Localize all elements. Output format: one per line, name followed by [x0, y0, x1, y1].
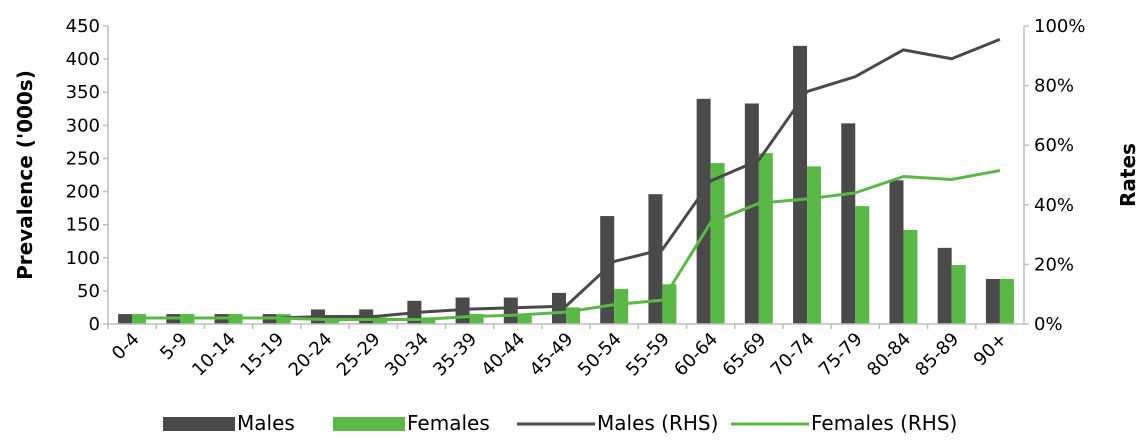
legend-label-females-rhs: Females (RHS)	[811, 411, 957, 435]
bar-males-70-74	[793, 45, 808, 324]
bar-males-55-59	[648, 194, 663, 324]
bar-males-65-69	[744, 103, 759, 324]
legend-label-females: Females	[407, 411, 490, 435]
lines-layer	[132, 38, 1001, 322]
legend-swatch-males	[163, 417, 235, 431]
x-tick-label: 50-54	[574, 329, 626, 381]
bar-males-60-64	[696, 98, 711, 324]
y2-tick-labels: 0% 20% 40% 60% 80% 100%	[1024, 16, 1085, 335]
bar-males-50-54	[600, 216, 615, 324]
x-tick-label: 85-89	[911, 329, 963, 381]
y-tick-label: 200	[66, 182, 100, 203]
legend-label-males: Males	[237, 411, 295, 435]
y-tick-labels: 0 50 100 150 200 250 300 350 400 450	[66, 16, 108, 335]
y2-tick-label: 40%	[1034, 195, 1074, 216]
bar-males-40-44	[503, 297, 518, 324]
x-tick-label: 0-4	[108, 329, 144, 365]
x-tick-label: 45-49	[526, 329, 578, 381]
bar-females-40-44	[517, 314, 532, 324]
x-tick-label: 40-44	[477, 329, 529, 381]
bar-females-35-39	[469, 314, 484, 324]
y2-tick-label: 0%	[1034, 314, 1063, 335]
x-tick-label: 25-29	[333, 329, 385, 381]
x-tick-label: 15-19	[236, 329, 288, 381]
x-tick-label: 65-69	[719, 329, 771, 381]
x-tick-label: 20-24	[285, 329, 337, 381]
y2-axis-title: Rates	[1116, 143, 1140, 207]
y-tick-label: 0	[89, 314, 100, 335]
y-tick-label: 50	[77, 281, 100, 302]
line-males-rhs	[132, 38, 1001, 320]
line-females-rhs	[132, 169, 1001, 322]
x-tick-label: 80-84	[863, 329, 915, 381]
bar-males-0-4	[118, 314, 133, 324]
bar-males-75-79	[841, 123, 856, 324]
bar-females-65-69	[758, 153, 773, 324]
bar-females-85-89	[951, 265, 966, 324]
bar-females-75-79	[855, 206, 870, 324]
y2-tick-label: 100%	[1034, 16, 1085, 37]
y-tick-label: 150	[66, 215, 100, 236]
x-tick-label: 30-34	[381, 329, 433, 381]
legend-label-males-rhs: Males (RHS)	[597, 411, 718, 435]
x-tick-label: 35-39	[429, 329, 481, 381]
bars-layer	[118, 45, 1014, 324]
y2-tick-label: 80%	[1034, 76, 1074, 97]
y-tick-label: 350	[66, 82, 100, 103]
x-tick-label: 75-79	[815, 329, 867, 381]
bar-males-90plus	[985, 278, 1000, 324]
x-tick-label: 70-74	[767, 329, 819, 381]
bar-females-30-34	[421, 317, 436, 324]
bar-males-80-84	[889, 180, 904, 324]
bar-females-50-54	[614, 288, 629, 324]
y-axis-title: Prevalence ('000s)	[13, 70, 37, 280]
axes-layer	[107, 26, 1025, 325]
y-tick-label: 400	[66, 49, 100, 70]
bar-females-70-74	[807, 166, 822, 324]
y-tick-label: 250	[66, 148, 100, 169]
y2-tick-label: 60%	[1034, 135, 1074, 156]
bar-females-60-64	[710, 163, 725, 324]
legend: Males Females Males (RHS) Females (RHS)	[163, 411, 957, 435]
y2-tick-label: 20%	[1034, 254, 1074, 275]
x-tick-label: 5-9	[156, 329, 192, 365]
x-tick-labels: 0-4 5-910-1415-1920-2425-2930-3435-3940-4…	[107, 324, 1012, 381]
y-tick-label: 100	[66, 248, 100, 269]
x-tick-label: 90+	[970, 329, 1012, 371]
bar-males-85-89	[937, 247, 952, 324]
bar-females-80-84	[903, 229, 918, 324]
y-tick-label: 450	[66, 16, 100, 37]
y-tick-label: 300	[66, 115, 100, 136]
x-tick-label: 60-64	[670, 329, 722, 381]
bar-males-45-49	[552, 292, 566, 324]
x-tick-label: 55-59	[622, 329, 674, 381]
legend-swatch-females	[333, 417, 405, 431]
bar-females-90plus	[999, 278, 1014, 324]
x-tick-label: 10-14	[188, 329, 240, 381]
